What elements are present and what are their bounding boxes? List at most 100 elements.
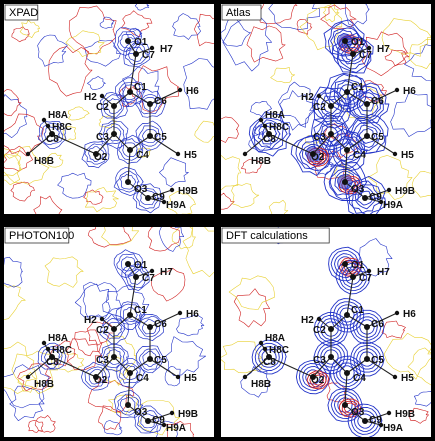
atom-h8a bbox=[258, 340, 264, 346]
atom-c9 bbox=[362, 418, 368, 424]
bond-C5-H5 bbox=[149, 358, 179, 378]
atom-label-h9b: H9B bbox=[395, 186, 415, 197]
atom-h7 bbox=[149, 45, 155, 51]
bond-C3-O2 bbox=[312, 356, 332, 378]
atom-label-c5: C5 bbox=[371, 132, 384, 143]
atom-label-o1: O1 bbox=[351, 37, 365, 48]
bond-O3-C9 bbox=[127, 404, 149, 422]
atom-label-c4: C4 bbox=[353, 150, 366, 161]
panel-background bbox=[221, 227, 431, 437]
atom-h8c bbox=[45, 123, 51, 129]
bond-C4-O3 bbox=[344, 149, 348, 183]
atom-label-c1: C1 bbox=[351, 82, 364, 93]
atom-c7 bbox=[350, 51, 356, 57]
atom-o1 bbox=[125, 261, 131, 267]
atom-h8a bbox=[41, 340, 47, 346]
atom-h9a bbox=[161, 199, 167, 205]
atom-h7 bbox=[366, 45, 372, 51]
bond-C7-C1 bbox=[129, 276, 137, 316]
atom-label-c5: C5 bbox=[154, 355, 167, 366]
atom-label-h6: H6 bbox=[186, 86, 199, 97]
atom-label-c7: C7 bbox=[359, 273, 372, 284]
atom-c7 bbox=[350, 274, 356, 280]
atom-label-c2: C2 bbox=[313, 102, 326, 113]
atom-h8b bbox=[242, 151, 248, 157]
bond-C3-O2 bbox=[95, 133, 115, 155]
atom-h2 bbox=[316, 93, 322, 99]
panel-background bbox=[221, 4, 431, 214]
bond-C7-C1 bbox=[346, 276, 354, 316]
bond-C3-O2 bbox=[95, 356, 115, 378]
bond-C5-H5 bbox=[149, 135, 179, 155]
panel-background bbox=[4, 4, 214, 214]
atom-label-h8c: H8C bbox=[269, 345, 289, 356]
bond-C9-H9B bbox=[364, 189, 390, 199]
atom-label-h2: H2 bbox=[301, 315, 314, 326]
atom-c1 bbox=[127, 312, 133, 318]
atom-o3 bbox=[125, 179, 131, 185]
bond-C8-H8B bbox=[27, 133, 53, 155]
atom-h6 bbox=[177, 310, 183, 316]
atom-o2 bbox=[93, 151, 99, 157]
panel-title-box bbox=[4, 4, 39, 21]
atom-label-o3: O3 bbox=[134, 184, 148, 195]
atom-label-h5: H5 bbox=[401, 150, 414, 161]
atom-label-c7: C7 bbox=[359, 50, 372, 61]
atom-label-c4: C4 bbox=[353, 373, 366, 384]
atom-c2 bbox=[111, 326, 117, 332]
atom-label-c6: C6 bbox=[371, 319, 384, 330]
bond-C8-H8B bbox=[244, 356, 270, 378]
atom-label-o1: O1 bbox=[351, 260, 365, 271]
atom-label-h5: H5 bbox=[401, 373, 414, 384]
bond-C7-C1 bbox=[346, 53, 354, 93]
panel-title: PHOTON100 bbox=[9, 230, 74, 242]
atom-c6 bbox=[364, 324, 370, 330]
atom-label-o1: O1 bbox=[134, 260, 148, 271]
atom-label-h9b: H9B bbox=[178, 409, 198, 420]
bond-C5-C4 bbox=[129, 135, 151, 151]
atom-label-h9a: H9A bbox=[383, 200, 403, 211]
bond-C1-C2 bbox=[330, 314, 348, 330]
atom-h2 bbox=[316, 316, 322, 322]
bond-O2-C8 bbox=[268, 133, 314, 155]
bond-O3-C9 bbox=[344, 404, 366, 422]
bond-C1-C6 bbox=[129, 91, 151, 105]
atom-label-c1: C1 bbox=[351, 305, 364, 316]
atom-h2 bbox=[99, 93, 105, 99]
atom-o2 bbox=[310, 151, 316, 157]
atom-h8b bbox=[25, 374, 31, 380]
bond-O3-C9 bbox=[344, 181, 366, 199]
atom-h5 bbox=[175, 151, 181, 157]
atom-label-c7: C7 bbox=[142, 50, 155, 61]
atom-o2 bbox=[93, 374, 99, 380]
atom-label-c2: C2 bbox=[96, 102, 109, 113]
bond-C5-C4 bbox=[129, 358, 151, 374]
atom-label-h9b: H9B bbox=[395, 409, 415, 420]
atom-h7 bbox=[366, 268, 372, 274]
atom-label-h9a: H9A bbox=[383, 423, 403, 434]
atom-label-c6: C6 bbox=[154, 96, 167, 107]
panel-title: Atlas bbox=[226, 7, 251, 19]
bond-C3-C4 bbox=[113, 356, 131, 374]
bond-C9-H9B bbox=[364, 412, 390, 422]
atom-h6 bbox=[394, 310, 400, 316]
atom-h8b bbox=[25, 151, 31, 157]
atom-c4 bbox=[127, 370, 133, 376]
atom-label-o2: O2 bbox=[94, 375, 108, 386]
atom-label-h6: H6 bbox=[403, 309, 416, 320]
atom-label-c3: C3 bbox=[313, 355, 326, 366]
atom-c3 bbox=[328, 354, 334, 360]
bond-O2-C8 bbox=[51, 133, 97, 155]
bond-C3-O2 bbox=[312, 133, 332, 155]
atom-label-h9a: H9A bbox=[166, 423, 186, 434]
atom-label-c3: C3 bbox=[96, 355, 109, 366]
atom-c9 bbox=[145, 195, 151, 201]
atom-label-h8c: H8C bbox=[52, 345, 72, 356]
atom-h6 bbox=[177, 87, 183, 93]
bond-C1-C2 bbox=[330, 91, 348, 107]
bond-C5-H5 bbox=[366, 358, 396, 378]
